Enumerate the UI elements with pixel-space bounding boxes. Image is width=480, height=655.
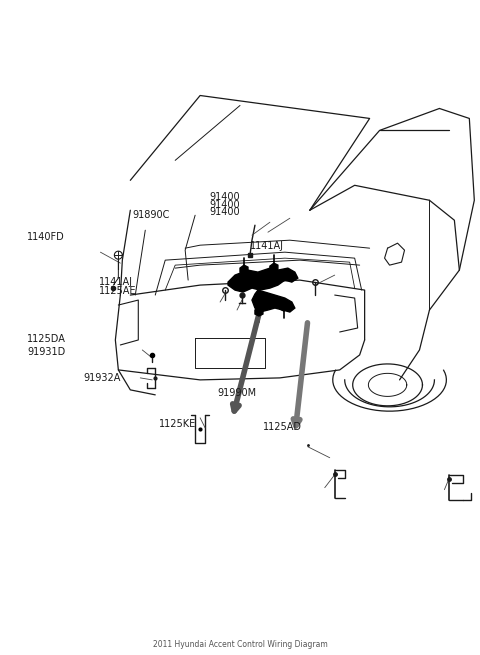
Text: 1125AE: 1125AE bbox=[99, 286, 136, 296]
Text: 91400: 91400 bbox=[209, 192, 240, 202]
Text: 91890C: 91890C bbox=[132, 210, 170, 220]
Polygon shape bbox=[252, 290, 295, 312]
Polygon shape bbox=[255, 307, 263, 316]
Text: 91931D: 91931D bbox=[27, 347, 65, 358]
Polygon shape bbox=[240, 265, 248, 274]
Polygon shape bbox=[270, 263, 278, 272]
Text: 1125AD: 1125AD bbox=[263, 422, 302, 432]
Polygon shape bbox=[280, 302, 288, 311]
Text: 91400: 91400 bbox=[209, 208, 240, 217]
Text: 2011 Hyundai Accent Control Wiring Diagram: 2011 Hyundai Accent Control Wiring Diagr… bbox=[153, 640, 327, 649]
Text: 1141AJ: 1141AJ bbox=[99, 277, 133, 287]
Text: 1140FD: 1140FD bbox=[27, 233, 65, 242]
Polygon shape bbox=[228, 268, 298, 292]
Text: 91932A: 91932A bbox=[83, 373, 120, 383]
Text: 1125DA: 1125DA bbox=[27, 334, 66, 345]
Text: 1141AJ: 1141AJ bbox=[250, 241, 284, 251]
Text: 1125KE: 1125KE bbox=[158, 419, 196, 429]
Text: 91990M: 91990M bbox=[217, 388, 256, 398]
Text: 91400: 91400 bbox=[209, 200, 240, 210]
